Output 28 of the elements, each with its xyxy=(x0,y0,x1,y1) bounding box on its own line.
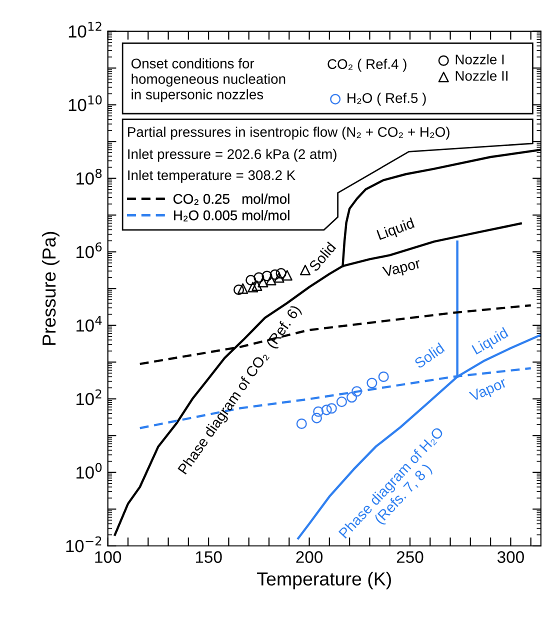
x-tick-label: 150 xyxy=(196,551,222,563)
annotation: CO₂ ( Ref.4 ) xyxy=(328,58,406,72)
annotation: Vapor xyxy=(382,258,422,280)
legend-label: Nozzle II xyxy=(456,70,508,81)
x-axis-title: Temperature (K) xyxy=(257,572,391,590)
y-tick-label: 10$^{6}$ xyxy=(76,242,102,258)
y-tick-label: 10$^{0}$ xyxy=(76,462,102,479)
annotation: Vapor xyxy=(468,377,508,404)
legend-label: H₂O 0.005 mol/mol xyxy=(174,210,290,222)
x-tick-label: 250 xyxy=(396,551,424,563)
y-tick-label: 10$^{12}$ xyxy=(68,22,102,38)
y-tick-label: 10$^{−2}$ xyxy=(66,536,102,552)
legend-label: H₂O ( Ref.5 ) xyxy=(348,92,426,106)
y-axis-title: Pressure (Pa) xyxy=(42,232,60,345)
annotation: Liquid xyxy=(376,217,416,243)
y-tick-label: 10$^{4}$ xyxy=(76,316,102,332)
y-tick-label: 10$^{2}$ xyxy=(76,389,102,406)
legend-label: CO₂ 0.25 mol/mol xyxy=(174,194,290,205)
legend-label: Nozzle I xyxy=(456,54,504,64)
x-tick-label: 200 xyxy=(296,551,323,563)
annotation: Onset conditions for homogeneous nucleation in supersonic nozzles xyxy=(131,58,286,102)
annotation: Inlet pressure = 202.6 kPa (2 atm) xyxy=(128,148,336,162)
x-tick-label: 300 xyxy=(497,551,524,563)
annotation: Inlet temperature = 308.2 K xyxy=(128,170,296,183)
x-tick-label: 100 xyxy=(95,551,122,563)
y-tick-label: 10$^{8}$ xyxy=(76,168,102,185)
annotation: Partial pressures in isentropic flow (N₂ + CO₂ + H₂O) xyxy=(128,126,450,140)
y-tick-label: 10$^{10}$ xyxy=(68,95,102,112)
